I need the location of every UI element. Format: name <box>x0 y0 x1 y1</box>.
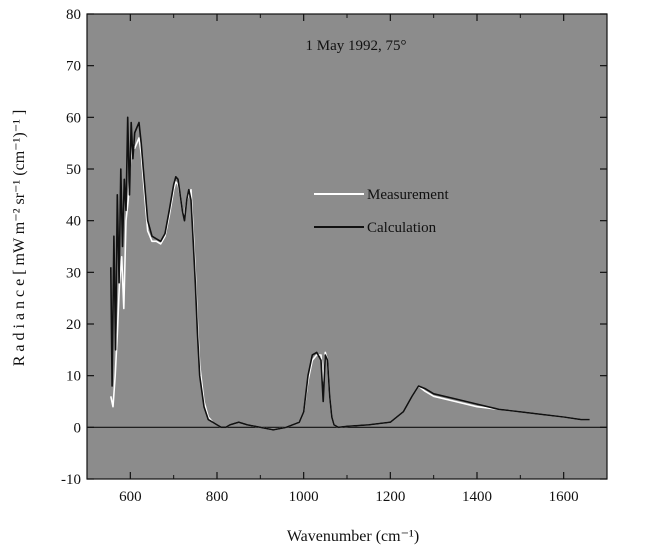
y-tick-label: 50 <box>66 162 81 178</box>
y-tick-label: 10 <box>66 369 81 385</box>
y-tick-label: 60 <box>66 110 81 126</box>
x-tick-label: 600 <box>119 489 142 505</box>
chart-title: 1 May 1992, 75° <box>306 38 407 54</box>
y-tick-label: 70 <box>66 59 81 75</box>
x-tick-labels: 600 800 1000 1200 1400 1600 <box>119 489 579 505</box>
x-tick-label: 1200 <box>375 489 405 505</box>
x-tick-label: 1400 <box>462 489 492 505</box>
plot-area <box>86 13 608 480</box>
x-tick-label: 1000 <box>289 489 319 505</box>
x-tick-label: 800 <box>206 489 229 505</box>
y-tick-labels: -10 0 10 20 30 40 50 60 70 80 <box>61 7 81 488</box>
x-axis-title: Wavenumber (cm⁻¹) <box>287 528 419 545</box>
y-tick-label: 40 <box>66 214 81 230</box>
ticks-layer <box>86 13 608 480</box>
y-tick-label: 20 <box>66 317 81 333</box>
legend: Measurement Calculation <box>314 187 449 236</box>
y-tick-label: 0 <box>74 420 82 436</box>
legend-calculation-label: Calculation <box>367 220 437 236</box>
series-layer <box>110 116 590 431</box>
y-tick-label: 30 <box>66 265 81 281</box>
y-axis-title: R a d i a n c e [ mW m⁻² sr⁻¹ (cm⁻¹)⁻¹ ] <box>11 110 28 367</box>
series-line-calculation <box>110 116 590 431</box>
y-tick-label: 80 <box>66 7 81 23</box>
y-tick-label: -10 <box>61 472 81 488</box>
x-tick-label: 1600 <box>549 489 579 505</box>
legend-measurement-label: Measurement <box>367 187 449 203</box>
